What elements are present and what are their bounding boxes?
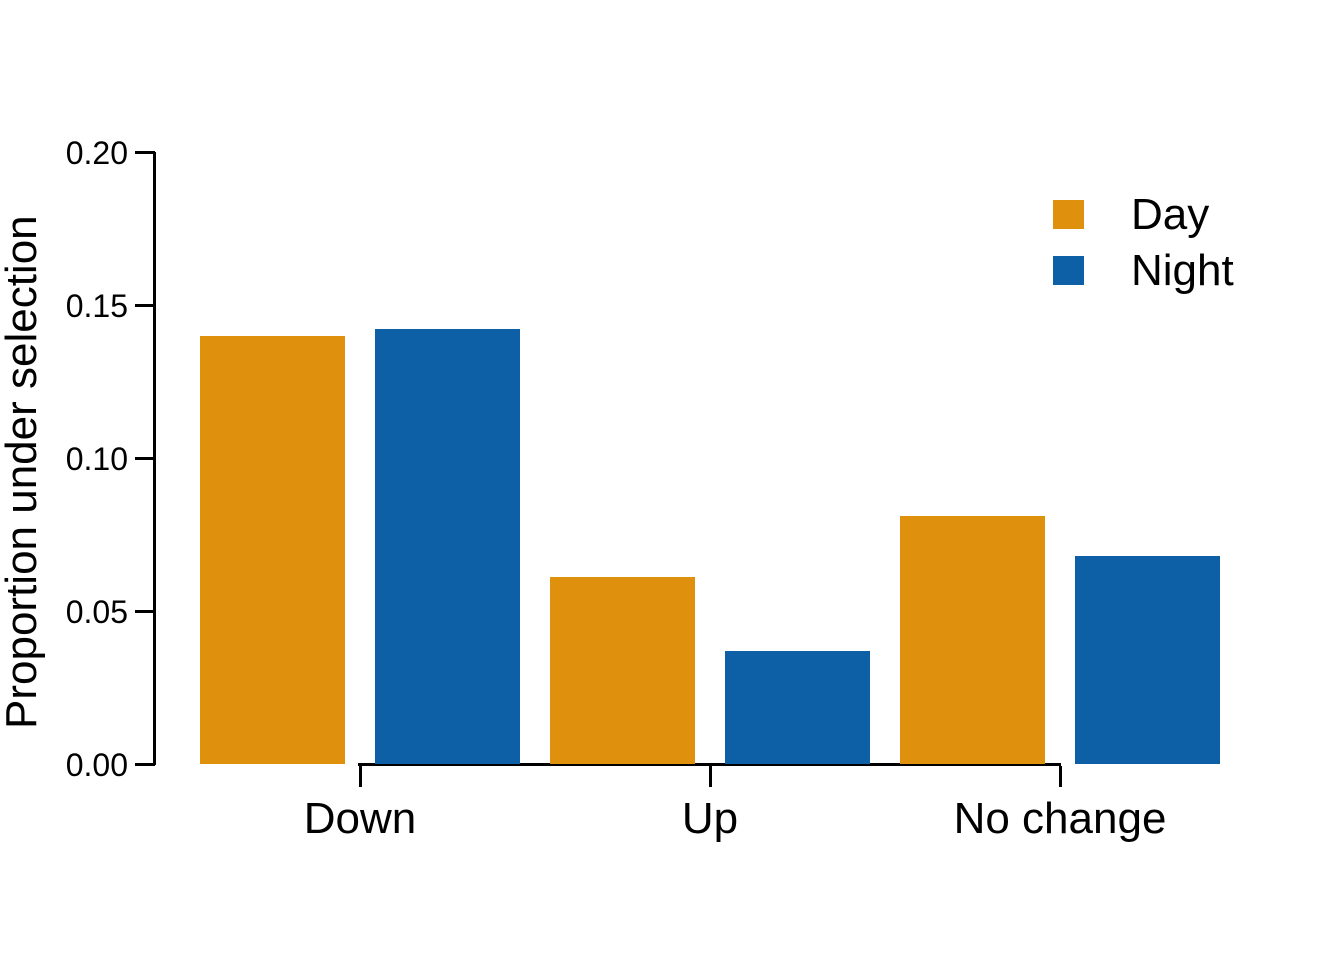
y-tick-mark xyxy=(135,610,155,613)
y-tick-mark xyxy=(135,457,155,460)
x-category-label-no-change: No change xyxy=(953,794,1167,843)
legend-swatch-day xyxy=(1053,200,1084,229)
bar-night-up xyxy=(725,651,870,764)
bar-night-down xyxy=(375,329,520,764)
bar-day-no-change xyxy=(900,516,1045,764)
y-tick-label: 0.15 xyxy=(65,288,128,324)
x-category-label-up: Up xyxy=(681,794,739,843)
y-tick-mark xyxy=(135,763,155,766)
bar-day-down xyxy=(200,336,345,764)
x-tick-mark xyxy=(1059,766,1062,787)
y-tick-mark xyxy=(135,151,155,154)
bar-night-no-change xyxy=(1075,556,1220,764)
y-tick-label: 0.10 xyxy=(65,441,128,477)
x-tick-mark xyxy=(709,766,712,787)
y-tick-label: 0.00 xyxy=(65,747,128,783)
y-tick-label: 0.20 xyxy=(65,135,128,171)
legend: Day Night xyxy=(1053,192,1234,312)
bar-day-up xyxy=(550,577,695,764)
legend-swatch-night xyxy=(1053,256,1084,285)
x-tick-mark xyxy=(359,766,362,787)
legend-item-night: Night xyxy=(1053,248,1234,292)
legend-label: Night xyxy=(1131,245,1234,295)
x-axis-line xyxy=(358,763,1061,766)
y-tick-mark xyxy=(135,304,155,307)
legend-item-day: Day xyxy=(1053,192,1234,236)
x-category-label-down: Down xyxy=(303,794,417,843)
legend-label: Day xyxy=(1131,189,1210,239)
y-tick-label: 0.05 xyxy=(65,594,128,630)
